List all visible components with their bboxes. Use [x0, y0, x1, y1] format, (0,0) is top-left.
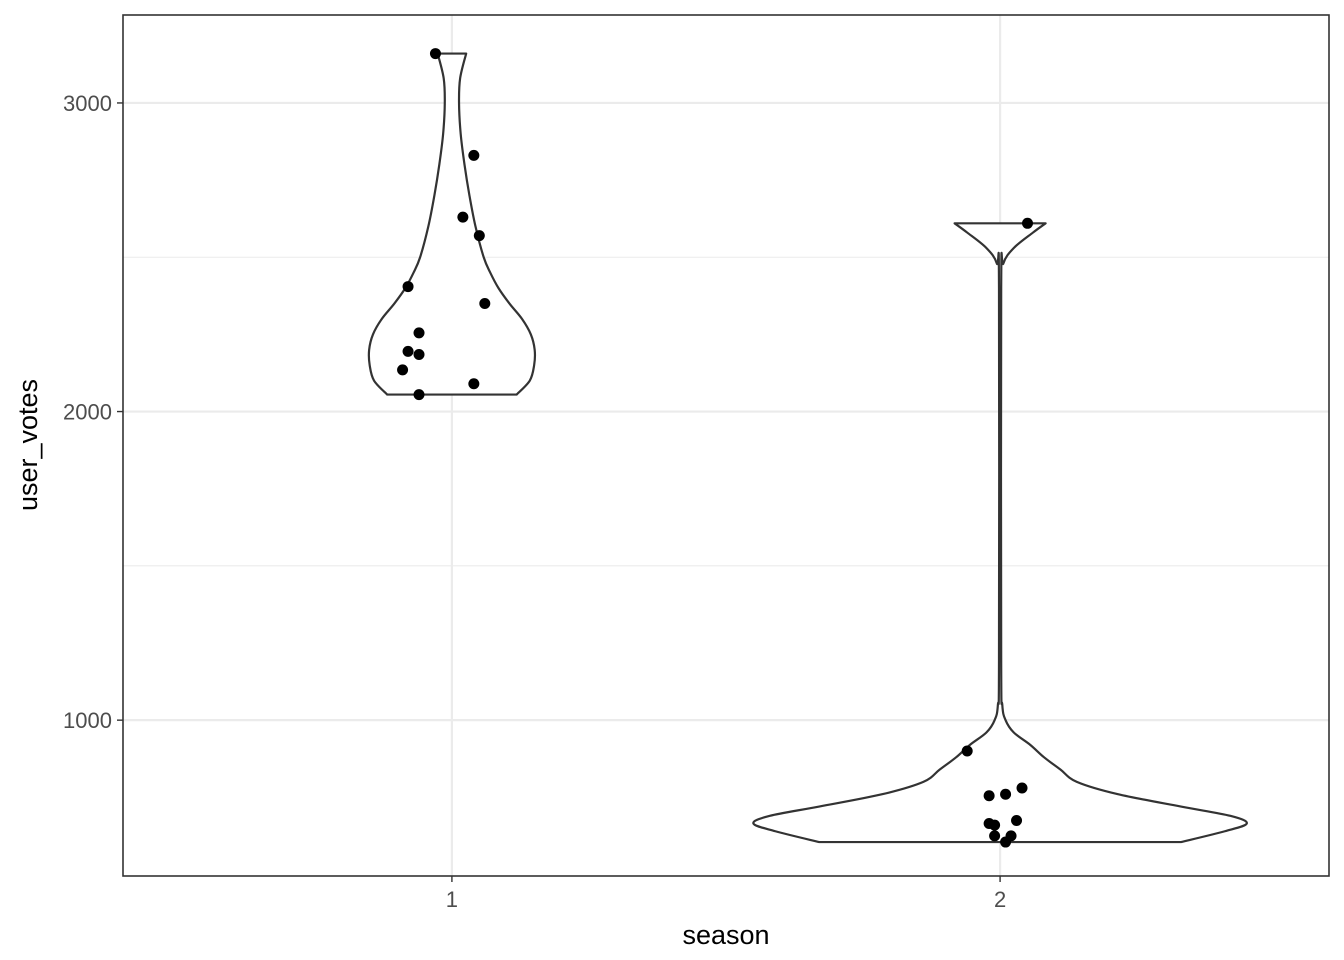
data-point	[413, 348, 425, 360]
data-point	[1000, 836, 1012, 848]
data-point	[1022, 217, 1033, 229]
x-axis-title: season	[682, 920, 769, 950]
data-point	[468, 378, 480, 390]
violin-season-2	[752, 222, 1248, 844]
data-point	[989, 819, 1001, 831]
data-point	[1011, 814, 1023, 826]
data-point	[402, 281, 414, 293]
y-tick-label: 1000	[63, 708, 112, 733]
data-point	[457, 211, 469, 223]
data-point	[961, 745, 973, 757]
x-tick-label: 2	[994, 887, 1006, 912]
panel-border	[122, 14, 1330, 877]
x-tick-label: 1	[446, 887, 458, 912]
y-tick-label: 3000	[63, 91, 112, 116]
y-axis-title: user_votes	[13, 379, 43, 511]
points	[397, 48, 1033, 848]
data-point	[1016, 782, 1028, 794]
y-tick-label: 2000	[63, 400, 112, 425]
panel-background	[123, 15, 1329, 876]
data-point	[413, 327, 425, 339]
data-point	[468, 149, 480, 161]
data-point	[473, 230, 485, 242]
data-point	[1000, 788, 1012, 800]
data-point	[402, 345, 414, 357]
data-point	[479, 298, 491, 310]
data-point	[983, 790, 995, 802]
y-axis: 1000 2000 3000	[63, 91, 123, 733]
data-point	[429, 48, 441, 60]
data-point	[413, 389, 425, 401]
data-point	[397, 364, 409, 376]
data-point	[989, 830, 1001, 842]
